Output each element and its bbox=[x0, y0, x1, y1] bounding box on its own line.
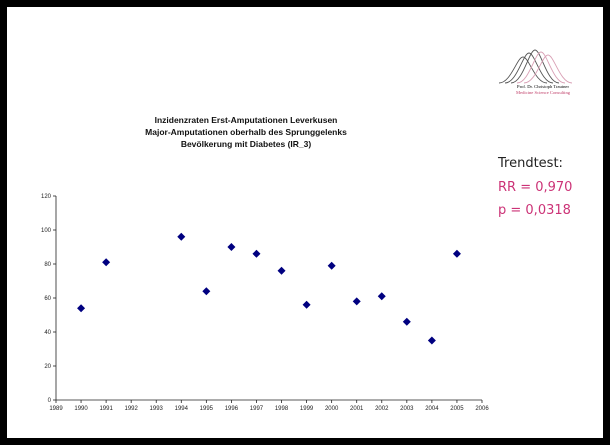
data-point bbox=[402, 317, 411, 326]
y-tick-label: 0 bbox=[48, 398, 52, 404]
trend-test-label: Trendtest: bbox=[498, 156, 563, 171]
x-tick-label: 2006 bbox=[475, 406, 489, 412]
x-tick-label: 2000 bbox=[325, 406, 339, 412]
logo-curve bbox=[510, 49, 560, 84]
logo-curve bbox=[516, 51, 566, 84]
consulting-logo: Prof. Dr. Christoph Trautner Medicine Sc… bbox=[493, 45, 593, 107]
y-tick-label: 20 bbox=[44, 364, 51, 370]
logo-curve bbox=[498, 56, 548, 84]
trend-p-value: p = 0,0318 bbox=[498, 203, 571, 218]
x-tick-label: 1996 bbox=[225, 406, 239, 412]
logo-tagline: Medicine Science Consulting bbox=[515, 90, 571, 95]
x-tick-label: 1991 bbox=[99, 406, 113, 412]
y-tick-label: 120 bbox=[41, 194, 52, 200]
data-point bbox=[177, 232, 186, 241]
x-tick-label: 1994 bbox=[175, 406, 189, 412]
x-tick-label: 1998 bbox=[275, 406, 289, 412]
x-tick-label: 2002 bbox=[375, 406, 389, 412]
x-tick-label: 1993 bbox=[150, 406, 164, 412]
logo-name: Prof. Dr. Christoph Trautner bbox=[517, 84, 569, 89]
data-point bbox=[252, 249, 261, 258]
chart-title-line-1: Inzidenzraten Erst-Amputationen Leverkus… bbox=[154, 115, 338, 125]
y-tick-label: 100 bbox=[41, 228, 52, 234]
data-point bbox=[377, 292, 386, 301]
x-tick-label: 1989 bbox=[49, 406, 63, 412]
y-tick-label: 40 bbox=[44, 330, 51, 336]
data-point bbox=[102, 258, 111, 267]
data-point bbox=[202, 287, 211, 296]
data-point bbox=[352, 297, 361, 306]
x-tick-label: 1999 bbox=[300, 406, 314, 412]
slide bbox=[7, 7, 603, 438]
chart-title-line-3: Bevölkerung mit Diabetes (IR_3) bbox=[180, 139, 312, 149]
chart-title-line-2: Major-Amputationen oberhalb des Sprungge… bbox=[145, 127, 347, 137]
data-point bbox=[427, 336, 436, 345]
x-tick-label: 1997 bbox=[250, 406, 264, 412]
logo-curve bbox=[523, 54, 573, 84]
x-tick-label: 2005 bbox=[450, 406, 464, 412]
x-tick-label: 1990 bbox=[74, 406, 88, 412]
logo-curve bbox=[504, 52, 554, 84]
y-tick-label: 60 bbox=[44, 296, 51, 302]
data-point bbox=[277, 266, 286, 275]
data-point bbox=[327, 261, 336, 270]
data-point bbox=[452, 249, 461, 258]
data-point bbox=[227, 243, 236, 251]
x-tick-label: 1992 bbox=[124, 406, 138, 412]
logo-curves-icon bbox=[498, 49, 573, 84]
data-point bbox=[77, 304, 86, 313]
x-tick-label: 2003 bbox=[400, 406, 414, 412]
x-tick-label: 1995 bbox=[200, 406, 214, 412]
y-tick-label: 80 bbox=[44, 262, 51, 268]
x-tick-label: 2001 bbox=[350, 406, 364, 412]
data-point bbox=[302, 300, 311, 309]
trend-rr-value: RR = 0,970 bbox=[498, 180, 573, 195]
x-tick-label: 2004 bbox=[425, 406, 439, 412]
